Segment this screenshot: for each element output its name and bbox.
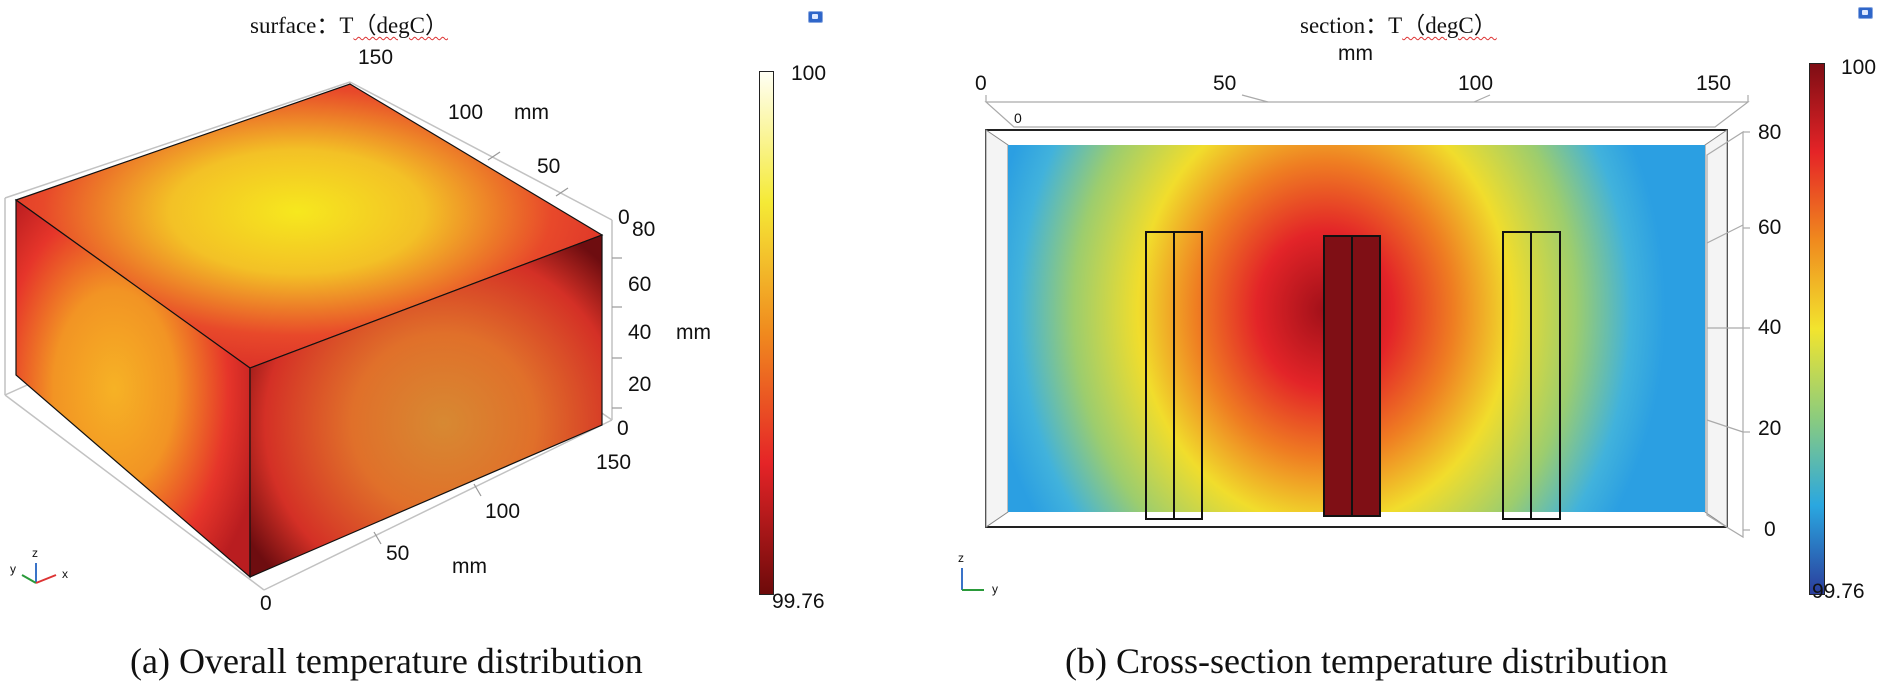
panel-a-title-unit: （degC） xyxy=(353,13,449,38)
panel-b-title: section：T（degC） xyxy=(1300,6,1497,40)
x-axis-label: mm xyxy=(1338,42,1373,65)
x-tick: 0 xyxy=(260,592,272,615)
y-tick: 50 xyxy=(537,155,561,178)
caption-b: (b) Cross-section temperature distributi… xyxy=(1065,641,1668,681)
z-tick: 60 xyxy=(628,273,652,296)
z-tick: 80 xyxy=(1758,121,1782,144)
panel-overall-temperature: surface：T（degC） xyxy=(4,6,827,681)
y-axis-label: mm xyxy=(514,101,549,124)
z-tick: 40 xyxy=(1758,316,1782,339)
triad-z-label: z xyxy=(958,551,964,565)
z-tick: 40 xyxy=(628,321,652,344)
z-axis-label: mm xyxy=(676,321,711,344)
z-tick: 0 xyxy=(1764,518,1776,541)
colorbar xyxy=(759,71,774,595)
triad-x-label: x xyxy=(62,567,68,581)
colorbar-min-label: 99.76 xyxy=(1812,580,1865,603)
x-tick: 100 xyxy=(1458,72,1494,95)
panel-b-title-unit: （degC） xyxy=(1402,13,1497,38)
plot-toolbar-icon[interactable] xyxy=(1858,7,1873,19)
panel-cross-section-temperature: section：T（degC） mm 0 50 100 150 0 xyxy=(950,0,1900,697)
z-tick: 60 xyxy=(1758,216,1782,239)
triad-y-label: y xyxy=(10,562,16,576)
x-tick: 150 xyxy=(1696,72,1732,95)
caption-a: (a) Overall temperature distribution xyxy=(130,641,643,681)
top-perspective-bar xyxy=(984,94,1750,128)
cube-plot xyxy=(4,81,622,591)
z-tick: 20 xyxy=(1758,417,1782,440)
x-axis-label: mm xyxy=(452,555,487,578)
colorbar-max-label: 100 xyxy=(791,62,827,85)
y-tick: 100 xyxy=(448,101,484,124)
corner-tick: 0 xyxy=(1014,110,1022,126)
triad-y-label: y xyxy=(992,582,998,596)
panel-a-title: surface：T（degC） xyxy=(250,6,448,40)
colorbar-max-label: 100 xyxy=(1841,56,1877,79)
triad-z-label: z xyxy=(32,546,38,560)
plot-toolbar-icon[interactable] xyxy=(808,11,823,23)
x-tick: 150 xyxy=(596,451,632,474)
z-tick: 80 xyxy=(632,218,656,241)
x-tick: 0 xyxy=(975,72,987,95)
y-tick: 150 xyxy=(358,46,394,69)
cube-right-face xyxy=(249,234,603,578)
z-tick: 0 xyxy=(617,417,629,440)
colorbar xyxy=(1809,63,1825,595)
x-tick: 50 xyxy=(1213,72,1237,95)
axis-tick-marks xyxy=(373,151,622,545)
y-tick: 0 xyxy=(618,206,630,229)
right-perspective-bar xyxy=(1706,130,1750,539)
x-tick: 50 xyxy=(386,542,410,565)
cross-section-plot xyxy=(961,94,1750,591)
panel-a-title-prefix: surface：T xyxy=(250,13,354,38)
panel-b-title-prefix: section：T xyxy=(1300,13,1403,38)
z-tick: 20 xyxy=(628,373,652,396)
axis-triad xyxy=(21,563,57,584)
x-tick: 100 xyxy=(485,500,521,523)
colorbar-min-label: 99.76 xyxy=(772,590,825,613)
